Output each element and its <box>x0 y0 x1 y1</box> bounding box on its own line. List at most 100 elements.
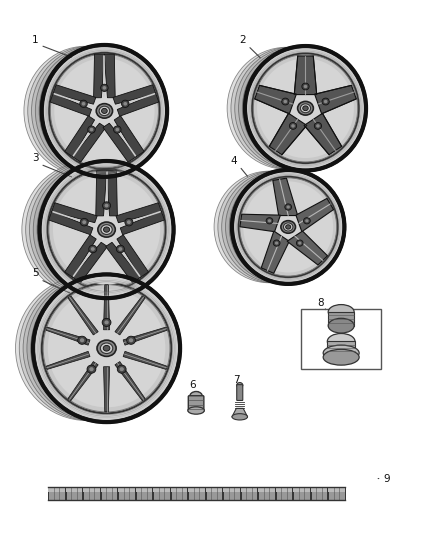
Ellipse shape <box>102 202 110 209</box>
Polygon shape <box>123 327 167 345</box>
Polygon shape <box>117 235 148 277</box>
Bar <box>153 487 170 492</box>
Ellipse shape <box>231 47 350 169</box>
Polygon shape <box>115 296 145 335</box>
Ellipse shape <box>80 100 87 107</box>
Ellipse shape <box>129 338 133 342</box>
Polygon shape <box>103 123 136 162</box>
Ellipse shape <box>245 46 366 171</box>
Polygon shape <box>287 231 328 265</box>
Text: 1: 1 <box>32 35 39 45</box>
FancyBboxPatch shape <box>188 395 204 411</box>
Ellipse shape <box>108 74 111 76</box>
Ellipse shape <box>328 318 354 333</box>
Polygon shape <box>94 54 105 98</box>
Ellipse shape <box>37 163 169 297</box>
Polygon shape <box>113 85 156 104</box>
Bar <box>171 487 187 492</box>
Ellipse shape <box>48 289 166 407</box>
Ellipse shape <box>54 58 155 164</box>
Ellipse shape <box>297 101 313 115</box>
Bar <box>293 487 310 499</box>
Ellipse shape <box>127 135 130 138</box>
Ellipse shape <box>239 47 357 169</box>
Polygon shape <box>46 351 90 369</box>
Bar <box>118 487 134 499</box>
Ellipse shape <box>120 367 124 371</box>
Ellipse shape <box>26 163 157 297</box>
Polygon shape <box>53 85 96 104</box>
Ellipse shape <box>214 171 324 283</box>
Bar <box>188 487 205 492</box>
Bar <box>223 487 240 492</box>
Ellipse shape <box>218 171 328 283</box>
Text: 5: 5 <box>32 268 39 278</box>
Polygon shape <box>294 56 317 94</box>
Polygon shape <box>114 116 144 157</box>
Bar <box>136 487 152 499</box>
Ellipse shape <box>29 163 161 297</box>
Ellipse shape <box>100 191 102 193</box>
Ellipse shape <box>48 169 166 290</box>
Bar <box>66 487 82 492</box>
Ellipse shape <box>328 304 354 319</box>
Polygon shape <box>68 361 98 401</box>
Ellipse shape <box>80 338 84 342</box>
Polygon shape <box>120 211 164 235</box>
Ellipse shape <box>22 163 153 297</box>
Ellipse shape <box>316 124 320 127</box>
Ellipse shape <box>131 255 134 258</box>
Ellipse shape <box>273 240 280 246</box>
Ellipse shape <box>117 365 126 373</box>
Bar <box>328 487 345 499</box>
Ellipse shape <box>286 225 291 229</box>
Polygon shape <box>103 285 110 330</box>
Bar <box>311 487 327 492</box>
Ellipse shape <box>323 349 359 365</box>
Ellipse shape <box>285 204 292 210</box>
Ellipse shape <box>24 46 147 175</box>
Ellipse shape <box>99 106 110 116</box>
Text: 6: 6 <box>190 380 196 390</box>
Ellipse shape <box>69 103 72 106</box>
Ellipse shape <box>19 276 163 421</box>
Ellipse shape <box>119 142 121 144</box>
Bar <box>276 487 292 492</box>
Ellipse shape <box>98 222 115 237</box>
Ellipse shape <box>124 102 127 106</box>
Bar <box>276 487 292 499</box>
Ellipse shape <box>117 245 124 253</box>
Ellipse shape <box>134 93 137 96</box>
Ellipse shape <box>79 255 82 258</box>
Ellipse shape <box>229 171 339 283</box>
Bar <box>258 487 275 499</box>
Ellipse shape <box>282 98 289 105</box>
Polygon shape <box>106 171 117 216</box>
Ellipse shape <box>297 240 303 246</box>
Ellipse shape <box>243 181 333 272</box>
FancyBboxPatch shape <box>237 385 243 400</box>
Text: 9: 9 <box>384 473 390 483</box>
Ellipse shape <box>268 219 271 222</box>
Ellipse shape <box>190 392 202 402</box>
Ellipse shape <box>125 219 133 226</box>
Text: 7: 7 <box>233 375 240 385</box>
Ellipse shape <box>118 247 122 251</box>
Ellipse shape <box>188 407 204 414</box>
Ellipse shape <box>232 414 247 420</box>
Ellipse shape <box>138 211 141 214</box>
Ellipse shape <box>222 171 332 283</box>
Polygon shape <box>52 203 97 223</box>
Ellipse shape <box>87 365 96 373</box>
Ellipse shape <box>97 340 116 357</box>
Ellipse shape <box>31 276 175 421</box>
Bar <box>101 487 117 499</box>
Ellipse shape <box>235 47 353 169</box>
Ellipse shape <box>103 345 110 351</box>
Bar <box>223 487 240 499</box>
Bar <box>101 487 117 492</box>
Polygon shape <box>65 116 95 157</box>
Bar <box>241 487 257 499</box>
Ellipse shape <box>28 46 151 175</box>
Ellipse shape <box>239 177 338 277</box>
